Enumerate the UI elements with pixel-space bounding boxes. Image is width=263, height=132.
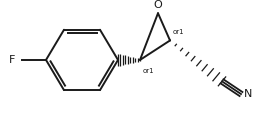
Text: or1: or1 — [143, 68, 155, 74]
Text: or1: or1 — [173, 29, 185, 35]
Text: N: N — [244, 89, 252, 99]
Text: O: O — [154, 0, 162, 10]
Text: F: F — [9, 55, 15, 65]
